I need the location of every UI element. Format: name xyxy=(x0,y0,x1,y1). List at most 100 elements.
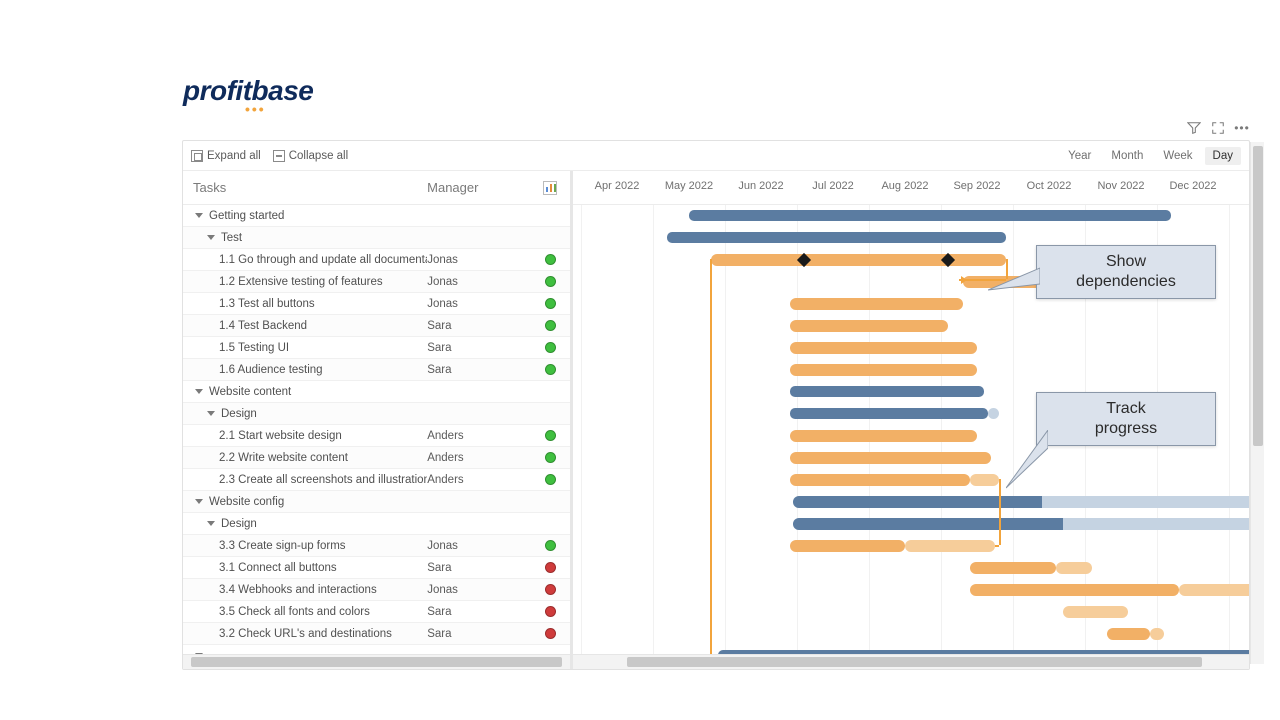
left-h-scrollbar[interactable] xyxy=(183,654,570,669)
gantt-bar[interactable] xyxy=(1107,628,1150,640)
task-row[interactable]: 1.4 Test BackendSara xyxy=(183,315,570,337)
task-row[interactable]: 1.1 Go through and update all documentat… xyxy=(183,249,570,271)
group-row[interactable]: Website config xyxy=(183,491,570,513)
gantt-bar[interactable] xyxy=(790,298,963,310)
gantt-bar[interactable] xyxy=(790,386,984,397)
expand-all-button[interactable]: Expand all xyxy=(191,150,261,162)
gantt-bar[interactable] xyxy=(790,474,970,486)
gantt-row[interactable] xyxy=(573,535,1249,557)
task-label: 3.4 Webhooks and interactions xyxy=(219,584,377,596)
task-row[interactable]: 2.3 Create all screenshots and illustrat… xyxy=(183,469,570,491)
task-row[interactable]: 3.4 Webhooks and interactionsJonas xyxy=(183,579,570,601)
progress-bar-fg xyxy=(793,518,1063,530)
task-row[interactable]: 3.2 Check URL's and destinationsSara xyxy=(183,623,570,645)
col-header-manager[interactable]: Manager xyxy=(427,180,530,195)
manager-cell: Anders xyxy=(427,452,530,464)
more-icon[interactable]: ••• xyxy=(1234,120,1250,136)
caret-icon[interactable] xyxy=(195,389,203,394)
gantt-row[interactable] xyxy=(573,579,1249,601)
task-row[interactable]: 2.2 Write website contentAnders xyxy=(183,447,570,469)
gantt-bar[interactable] xyxy=(1063,606,1128,618)
view-tab-week[interactable]: Week xyxy=(1155,147,1200,165)
collapse-all-button[interactable]: Collapse all xyxy=(273,150,348,162)
gantt-bar[interactable] xyxy=(1150,628,1164,640)
gantt-row[interactable] xyxy=(573,469,1249,491)
gantt-bar[interactable] xyxy=(790,452,992,464)
group-row[interactable]: Test xyxy=(183,227,570,249)
task-label: 1.1 Go through and update all documentat… xyxy=(219,254,427,266)
view-tab-day[interactable]: Day xyxy=(1205,147,1241,165)
gantt-bar[interactable] xyxy=(1056,562,1092,574)
focus-mode-icon[interactable] xyxy=(1210,120,1226,136)
gantt-row[interactable] xyxy=(573,315,1249,337)
status-cell xyxy=(530,562,570,573)
status-cell xyxy=(530,628,570,639)
gantt-bar[interactable] xyxy=(667,232,1005,243)
right-h-scrollbar[interactable] xyxy=(573,654,1249,669)
gantt-bar[interactable] xyxy=(970,562,1056,574)
gantt-row[interactable] xyxy=(573,491,1249,513)
task-row[interactable]: 1.3 Test all buttons Jonas xyxy=(183,293,570,315)
gantt-bar[interactable] xyxy=(790,540,905,552)
left-scroll-thumb[interactable] xyxy=(191,657,563,667)
task-row[interactable]: 3.1 Connect all buttonsSara xyxy=(183,557,570,579)
group-row[interactable] xyxy=(183,645,570,654)
gantt-bar[interactable] xyxy=(988,408,999,419)
task-row[interactable]: 1.6 Audience testingSara xyxy=(183,359,570,381)
view-tab-year[interactable]: Year xyxy=(1060,147,1099,165)
status-cell xyxy=(530,298,570,309)
gantt-bar[interactable] xyxy=(790,430,977,442)
gantt-bar[interactable] xyxy=(689,210,1171,221)
gantt-bar[interactable] xyxy=(970,474,999,486)
gantt-row[interactable] xyxy=(573,205,1249,227)
status-dot xyxy=(545,584,556,595)
task-row[interactable]: 3.5 Check all fonts and colorsSara xyxy=(183,601,570,623)
gantt-bar[interactable] xyxy=(711,254,1006,266)
gantt-bar[interactable] xyxy=(1179,584,1249,596)
gantt-row[interactable] xyxy=(573,513,1249,535)
dependency-line xyxy=(710,259,712,654)
gantt-row[interactable] xyxy=(573,623,1249,645)
status-dot xyxy=(545,452,556,463)
task-row[interactable]: 1.2 Extensive testing of featuresJonas xyxy=(183,271,570,293)
caret-icon[interactable] xyxy=(207,521,215,526)
gantt-bar[interactable] xyxy=(790,364,977,376)
gantt-row[interactable] xyxy=(573,645,1249,654)
col-header-tasks[interactable]: Tasks xyxy=(183,180,427,195)
manager-cell: Sara xyxy=(427,364,530,376)
page-v-scrollbar[interactable] xyxy=(1250,142,1264,664)
gantt-bar[interactable] xyxy=(790,320,948,332)
task-row[interactable]: 3.3 Create sign-up formsJonas xyxy=(183,535,570,557)
group-row[interactable]: Design xyxy=(183,513,570,535)
gantt-bar[interactable] xyxy=(970,584,1179,596)
gantt-row[interactable] xyxy=(573,601,1249,623)
task-row[interactable]: 1.5 Testing UISara xyxy=(183,337,570,359)
caret-icon[interactable] xyxy=(195,213,203,218)
task-label: 1.3 Test all buttons xyxy=(219,298,315,310)
gantt-row[interactable] xyxy=(573,557,1249,579)
task-row[interactable]: 2.1 Start website designAnders xyxy=(183,425,570,447)
status-cell xyxy=(530,342,570,353)
v-scroll-thumb[interactable] xyxy=(1253,146,1263,446)
caret-icon[interactable] xyxy=(207,411,215,416)
right-scroll-thumb[interactable] xyxy=(627,657,1202,667)
view-tab-month[interactable]: Month xyxy=(1103,147,1151,165)
manager-cell: Jonas xyxy=(427,298,530,310)
dependency-line xyxy=(995,545,999,547)
caret-icon[interactable] xyxy=(207,235,215,240)
dependency-arrow-icon xyxy=(961,276,967,284)
gantt-row[interactable] xyxy=(573,359,1249,381)
gantt-bar[interactable] xyxy=(905,540,995,552)
gantt-row[interactable] xyxy=(573,337,1249,359)
status-dot xyxy=(545,276,556,287)
gantt-bar[interactable] xyxy=(790,408,988,419)
gantt-bar[interactable] xyxy=(790,342,977,354)
group-row[interactable]: Website content xyxy=(183,381,570,403)
group-row[interactable]: Design xyxy=(183,403,570,425)
group-row[interactable]: Getting started xyxy=(183,205,570,227)
col-header-status[interactable] xyxy=(530,181,570,195)
filter-icon[interactable] xyxy=(1186,120,1202,136)
caret-icon[interactable] xyxy=(195,499,203,504)
gantt-row[interactable] xyxy=(573,447,1249,469)
task-label: 1.5 Testing UI xyxy=(219,342,289,354)
